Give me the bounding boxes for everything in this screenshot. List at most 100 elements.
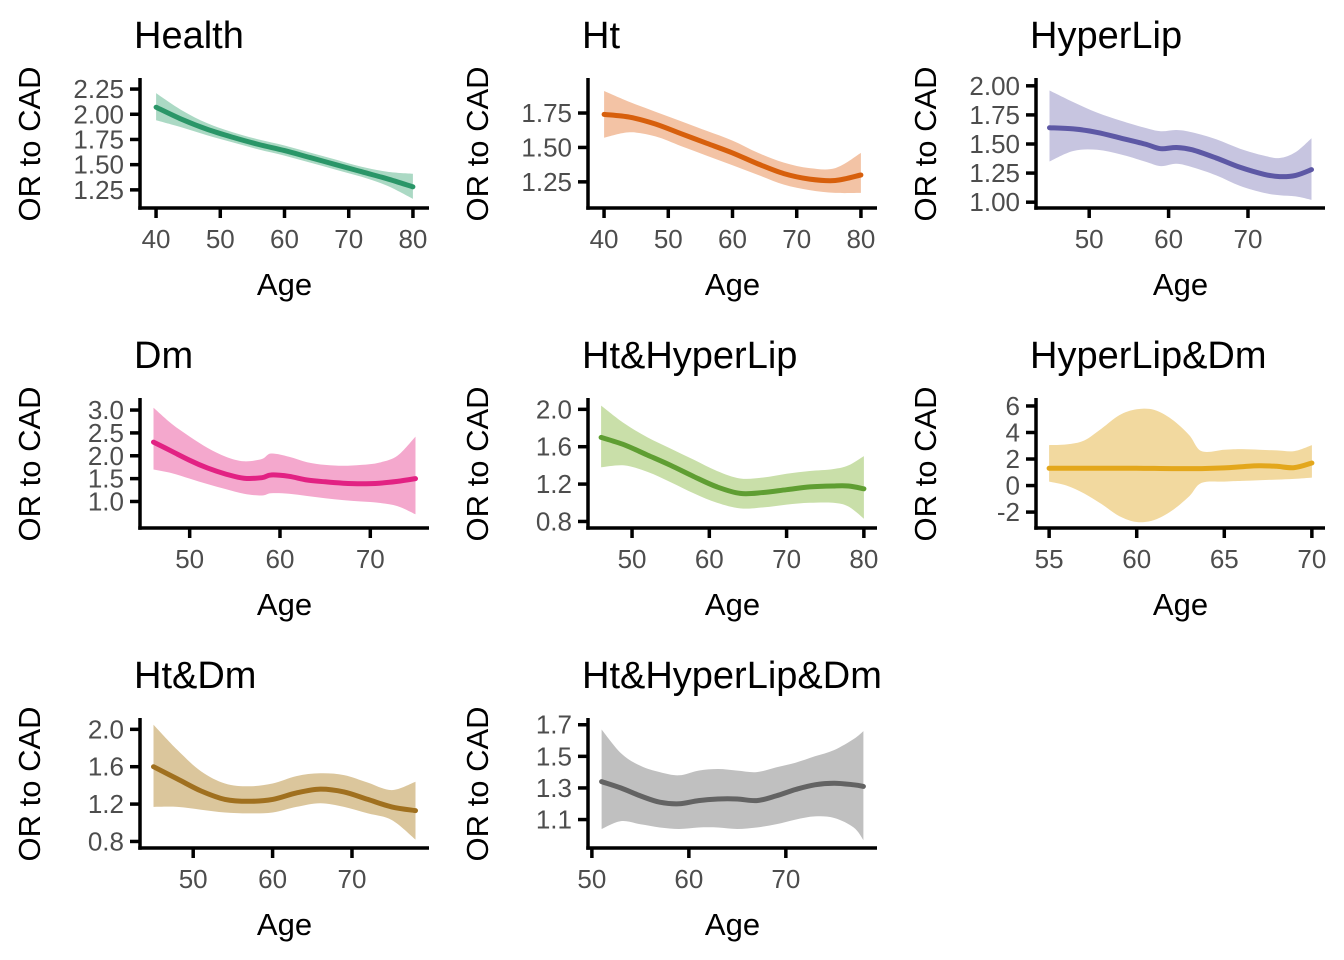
y-axis-tick-label: 1.50 [969,129,1020,159]
x-axis-label: Age [1153,267,1208,302]
y-axis-label: OR to CAD [908,386,943,541]
panel-title: Ht [582,15,620,57]
facet-panel-ht-and-dm: 0.8 1.2 1.6 2.0 50 60 70 Ht&Dm Age OR to CAD [0,640,448,960]
x-axis-tick-label: 70 [1234,224,1263,254]
y-axis-tick-label: 1.5 [88,464,124,494]
y-axis-tick-label: 2.00 [969,71,1020,101]
x-axis-tick-label: 70 [772,544,801,574]
x-axis-tick-label: 70 [338,864,367,894]
x-axis-tick-label: 60 [1154,224,1183,254]
panel-plot-health: 1.251.501.752.002.25 40 50 60 70 80 Health Age O… [12,15,429,302]
x-axis-label: Age [1153,587,1208,622]
confidence-band [156,93,413,199]
y-axis-tick-label: -2 [997,497,1020,527]
y-axis-tick-label: 2.0 [88,441,124,471]
facet-panel-ht-and-hyperlip: 0.8 1.2 1.6 2.0 50 60 70 80 Ht&HyperLip Age OR to … [448,320,896,640]
y-axis-tick-label: 1.2 [536,469,572,499]
facet-panel-hyperlip: 1.00 1.25 1.50 1.75 2.00 50 60 70 HyperLip Age OR … [896,0,1344,320]
panel-title: Health [134,15,244,57]
y-axis-tick-label: 2.25 [73,74,124,104]
y-axis-tick-label: 6 [1006,391,1020,421]
x-axis-tick-label: 70 [334,224,363,254]
x-axis-tick-label: 60 [1122,544,1151,574]
y-axis-tick-label: 1.6 [88,752,124,782]
y-axis-tick-label: 1.6 [536,432,572,462]
y-axis-label: OR to CAD [908,66,943,221]
x-axis-tick-label: 60 [674,864,703,894]
y-axis-tick-label: 1.00 [969,187,1020,217]
x-axis-tick-label: 50 [175,544,204,574]
x-axis-tick-label: 50 [206,224,235,254]
trend-line [151,764,418,814]
x-axis-label: Age [257,587,312,622]
x-axis-tick-label: 50 [179,864,208,894]
trend-line [598,434,867,497]
panel-plot-ht-and-dm: 0.8 1.2 1.6 2.0 50 60 70 Ht&Dm Age OR to CAD [12,655,429,942]
x-axis-tick-label: 80 [849,544,878,574]
x-axis-tick-label: 70 [782,224,811,254]
y-axis-tick-label: 2.5 [88,418,124,448]
x-axis-tick-label: 40 [590,224,619,254]
x-axis-tick-label: 40 [142,224,171,254]
x-axis-tick-label: 55 [1035,544,1064,574]
y-axis-label: OR to CAD [12,706,47,861]
y-axis-tick-label: 1.2 [88,789,124,819]
y-axis-tick-label: 1.3 [536,773,572,803]
panel-title: Ht&Dm [134,655,256,697]
facet-panel-ht: 1.25 1.50 1.75 40 50 60 70 80 Ht Age OR to CAD [448,0,896,320]
y-axis-tick-label: 2 [1006,444,1020,474]
panel-plot-dm: 1.01.52.02.53.0 50 60 70 Dm Age OR to CAD [12,335,429,622]
x-axis-tick-label: 70 [1297,544,1326,574]
y-axis-tick-label: 4 [1006,417,1020,447]
confidence-band [153,407,416,515]
y-axis-tick-label: 2.0 [536,394,572,424]
y-axis-tick-label: 2.00 [73,99,124,129]
x-axis-label: Age [257,267,312,302]
x-axis-tick-label: 70 [356,544,385,574]
panel-title: HyperLip [1030,15,1182,57]
trend-line [151,439,418,487]
y-axis-label: OR to CAD [12,386,47,541]
panel-title: Ht&HyperLip&Dm [582,655,882,697]
trend-line [601,111,864,184]
y-axis-tick-label: 1.25 [969,158,1020,188]
confidence-band [1049,408,1312,523]
panel-plot-hyperlip: 1.001.251.501.752.00 50 60 70 HyperLip Age OR … [908,15,1325,302]
y-axis-tick-label: 1.50 [73,150,124,180]
y-axis-tick-label: 1.25 [521,167,572,197]
confidence-band [1049,90,1312,200]
y-axis-tick-label: 0.8 [88,826,124,856]
y-axis-tick-label: 1.25 [73,175,124,205]
y-axis-tick-label: 0.8 [536,506,572,536]
y-axis-label: OR to CAD [460,706,495,861]
facet-panel-ht-and-hyperlip-and-dm: 1.1 1.3 1.5 1.7 50 60 70 Ht&HyperLip&Dm Age OR to… [448,640,896,960]
panel-plot-ht: 1.25 1.50 1.75 40 50 60 70 80 Ht Age OR to CAD [460,15,877,302]
y-axis-tick-label: 0 [1006,471,1020,501]
confidence-band [604,91,861,194]
y-axis-tick-label: 1.0 [88,486,124,516]
x-axis-tick-label: 80 [398,224,427,254]
x-axis-tick-label: 60 [258,864,287,894]
facet-panel-health: 1.25 1.50 1.75 2.00 2.25 40 50 60 70 80 Health Age O… [0,0,448,320]
panel-plot-ht-and-hyperlip-and-dm: 1.11.31.51.7 50 60 70 Ht&HyperLip&Dm Age OR to… [460,655,882,942]
panel-title: HyperLip&Dm [1030,335,1267,377]
x-axis-label: Age [705,267,760,302]
x-axis-tick-label: 60 [718,224,747,254]
y-axis-tick-label: 1.75 [969,100,1020,130]
x-axis-tick-label: 60 [266,544,295,574]
x-axis-label: Age [257,907,312,942]
panel-title: Dm [134,335,193,377]
x-axis-label: Age [705,907,760,942]
y-axis-tick-label: 1.5 [536,741,572,771]
panel-title: Ht&HyperLip [582,335,797,377]
x-axis-tick-label: 60 [695,544,724,574]
y-axis-tick-label: 1.1 [536,805,572,835]
y-axis-tick-label: 1.50 [521,132,572,162]
x-axis-tick-label: 65 [1210,544,1239,574]
x-axis-tick-label: 70 [771,864,800,894]
y-axis-label: OR to CAD [12,66,47,221]
x-axis-tick-label: 80 [846,224,875,254]
y-axis-label: OR to CAD [460,66,495,221]
